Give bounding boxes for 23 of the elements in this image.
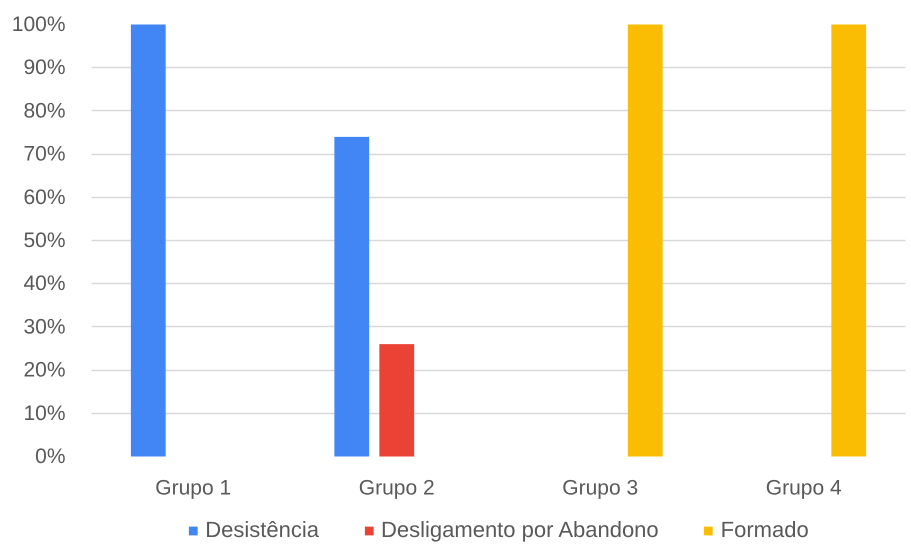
y-tick-label: 90% (23, 56, 66, 80)
y-tick-label: 100% (12, 13, 66, 36)
legend-label: Desligamento por Abandono (381, 517, 659, 543)
y-tick-label: 60% (23, 186, 66, 209)
bar (334, 136, 370, 456)
y-tick-label: 0% (35, 445, 66, 468)
x-tick-label: Grupo 2 (358, 476, 435, 500)
legend-label: Formado (720, 517, 809, 543)
x-tick-label: Grupo 4 (766, 476, 842, 500)
y-tick-label: 80% (23, 99, 66, 122)
y-tick-label: 50% (23, 229, 66, 252)
x-tick-label: Grupo 1 (155, 476, 232, 500)
y-tick-label: 20% (23, 358, 66, 382)
bar (379, 344, 414, 456)
bar (130, 24, 166, 456)
y-tick-label: 10% (23, 402, 66, 425)
y-tick-label: 30% (23, 315, 66, 338)
legend-label: Desistência (205, 517, 320, 543)
bar (628, 24, 663, 456)
x-tick-label: Grupo 3 (562, 476, 638, 500)
y-tick-label: 70% (23, 142, 66, 166)
y-tick-label: 40% (23, 272, 66, 296)
bar (831, 24, 866, 456)
